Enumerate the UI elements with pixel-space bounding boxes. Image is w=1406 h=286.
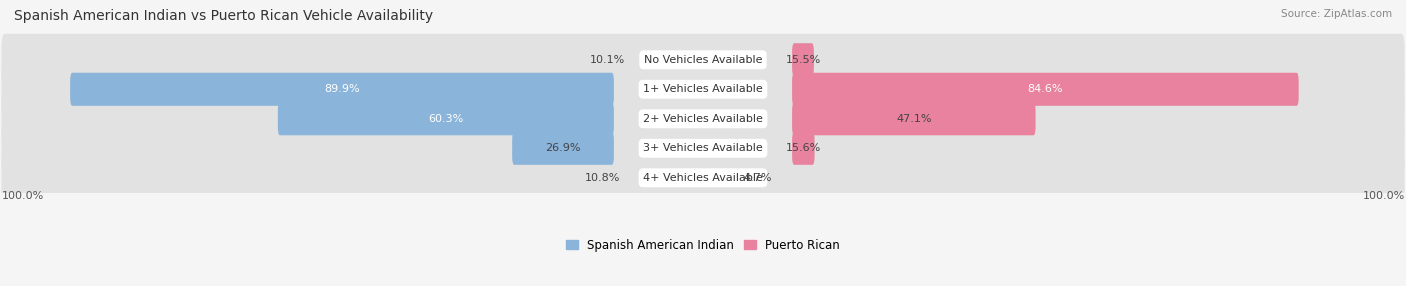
FancyBboxPatch shape bbox=[792, 73, 1299, 106]
Text: Spanish American Indian vs Puerto Rican Vehicle Availability: Spanish American Indian vs Puerto Rican … bbox=[14, 9, 433, 23]
FancyBboxPatch shape bbox=[1, 34, 1405, 86]
FancyBboxPatch shape bbox=[512, 132, 614, 165]
Text: 100.0%: 100.0% bbox=[1362, 191, 1405, 201]
Text: 84.6%: 84.6% bbox=[1028, 84, 1063, 94]
Text: 89.9%: 89.9% bbox=[325, 84, 360, 94]
Text: No Vehicles Available: No Vehicles Available bbox=[644, 55, 762, 65]
Text: 15.6%: 15.6% bbox=[786, 143, 821, 153]
Text: Source: ZipAtlas.com: Source: ZipAtlas.com bbox=[1281, 9, 1392, 19]
FancyBboxPatch shape bbox=[792, 43, 814, 76]
FancyBboxPatch shape bbox=[1, 63, 1405, 115]
Text: 47.1%: 47.1% bbox=[896, 114, 932, 124]
Text: 3+ Vehicles Available: 3+ Vehicles Available bbox=[643, 143, 763, 153]
Text: 100.0%: 100.0% bbox=[1, 191, 44, 201]
Text: 4.7%: 4.7% bbox=[742, 173, 772, 183]
FancyBboxPatch shape bbox=[792, 132, 814, 165]
Text: 10.1%: 10.1% bbox=[591, 55, 626, 65]
FancyBboxPatch shape bbox=[1, 122, 1405, 174]
Legend: Spanish American Indian, Puerto Rican: Spanish American Indian, Puerto Rican bbox=[567, 239, 839, 252]
Text: 15.5%: 15.5% bbox=[786, 55, 821, 65]
Text: 10.8%: 10.8% bbox=[585, 173, 620, 183]
Text: 60.3%: 60.3% bbox=[429, 114, 464, 124]
Text: 1+ Vehicles Available: 1+ Vehicles Available bbox=[643, 84, 763, 94]
FancyBboxPatch shape bbox=[70, 73, 614, 106]
FancyBboxPatch shape bbox=[278, 102, 614, 135]
FancyBboxPatch shape bbox=[1, 152, 1405, 204]
FancyBboxPatch shape bbox=[1, 93, 1405, 145]
Text: 4+ Vehicles Available: 4+ Vehicles Available bbox=[643, 173, 763, 183]
Text: 26.9%: 26.9% bbox=[546, 143, 581, 153]
Text: 2+ Vehicles Available: 2+ Vehicles Available bbox=[643, 114, 763, 124]
FancyBboxPatch shape bbox=[792, 102, 1036, 135]
